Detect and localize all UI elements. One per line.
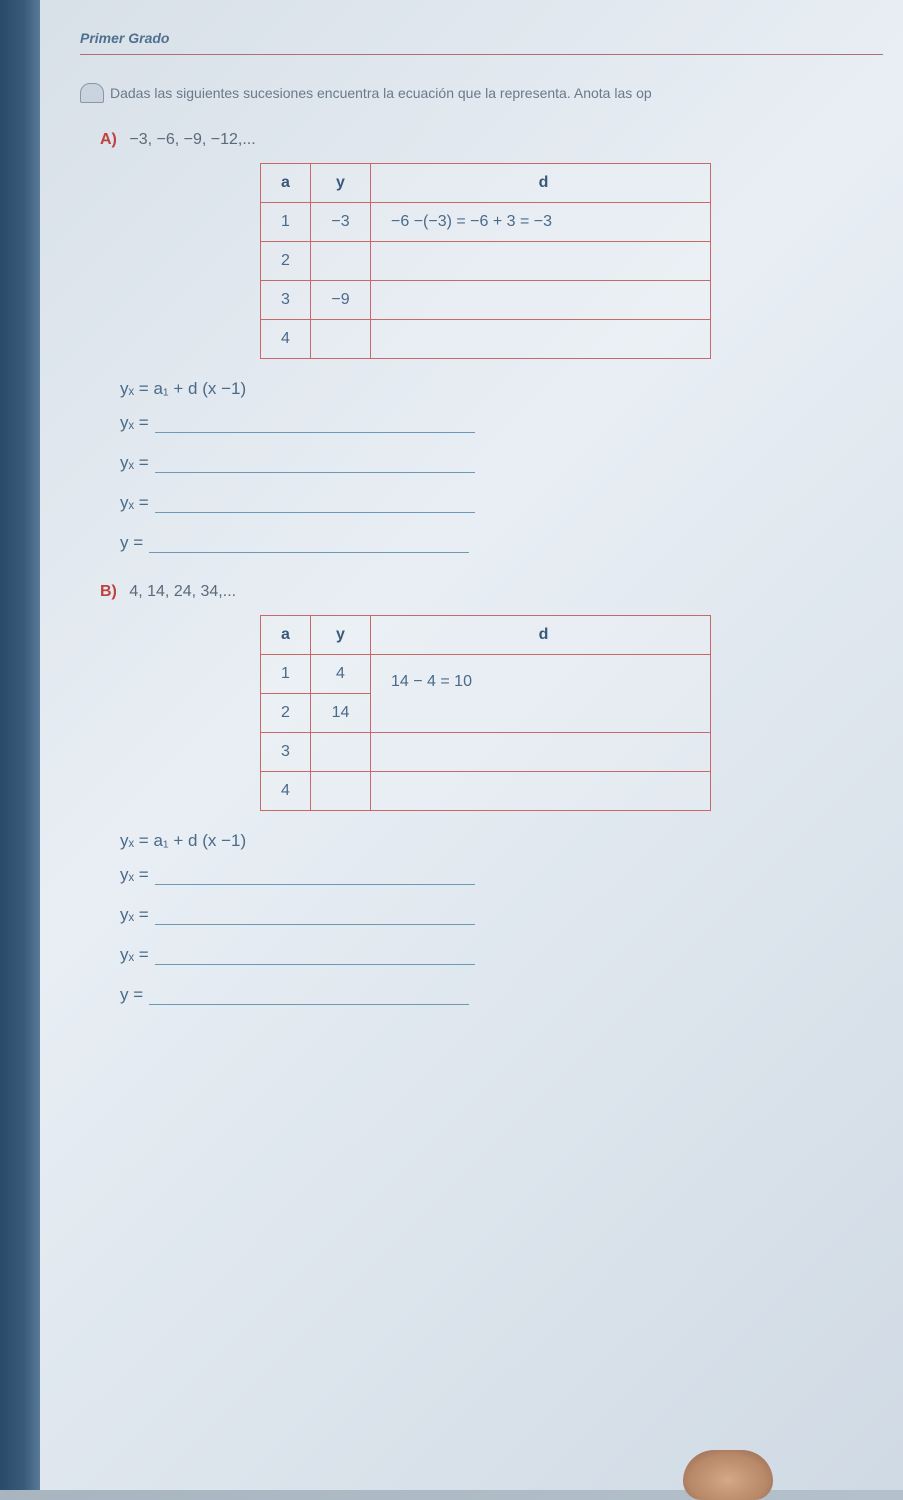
problem-b-sequence: 4, 14, 24, 34,...	[129, 583, 236, 600]
col-d-header: d	[371, 164, 711, 203]
problem-a-letter: A)	[100, 131, 117, 149]
eq-prefix: yₓ =	[120, 493, 155, 513]
eq-prefix: yₓ =	[120, 453, 155, 473]
cell-a: 2	[261, 242, 311, 281]
eq-line-a3: yₓ =	[120, 493, 883, 513]
problem-b-table-wrap: a y d 1 4 14 − 4 = 10 2 14 3	[260, 615, 883, 811]
instruction-text: Dadas las siguientes sucesiones encuentr…	[80, 85, 883, 101]
cell-a: 1	[261, 203, 311, 242]
eq-line-b3: yₓ =	[120, 945, 883, 965]
answer-blank[interactable]	[155, 865, 475, 885]
cell-d[interactable]	[371, 242, 711, 281]
eq-line-a4: y =	[120, 533, 883, 553]
cell-y[interactable]	[311, 772, 371, 811]
cell-y: 4	[311, 655, 371, 694]
problem-b: B) 4, 14, 24, 34,... a y d 1 4 14 − 4 = …	[80, 583, 883, 1005]
col-a-header: a	[261, 616, 311, 655]
answer-blank[interactable]	[155, 413, 475, 433]
eq-prefix: yₓ =	[120, 865, 155, 885]
problem-b-formula: yₓ = a₁ + d (x −1)	[120, 831, 883, 851]
problem-a-formula: yₓ = a₁ + d (x −1)	[120, 379, 883, 399]
eq-line-a2: yₓ =	[120, 453, 883, 473]
page-header: Primer Grado	[80, 30, 883, 55]
eq-line-b4: y =	[120, 985, 883, 1005]
col-a-header: a	[261, 164, 311, 203]
grade-label: Primer Grado	[80, 30, 169, 46]
answer-blank[interactable]	[155, 905, 475, 925]
cell-y: −3	[311, 203, 371, 242]
problem-a-header: A) −3, −6, −9, −12,...	[100, 131, 883, 149]
cell-a: 3	[261, 281, 311, 320]
answer-blank[interactable]	[155, 493, 475, 513]
problem-a: A) −3, −6, −9, −12,... a y d 1 −3 −6 −(−…	[80, 131, 883, 553]
col-y-header: y	[311, 616, 371, 655]
answer-blank[interactable]	[149, 985, 469, 1005]
table-row: 3	[261, 733, 711, 772]
cell-y[interactable]	[311, 733, 371, 772]
cell-a: 4	[261, 772, 311, 811]
table-row: 1 4 14 − 4 = 10	[261, 655, 711, 694]
table-row: 2	[261, 242, 711, 281]
eq-prefix: y =	[120, 985, 149, 1005]
col-y-header: y	[311, 164, 371, 203]
table-row: 1 −3 −6 −(−3) = −6 + 3 = −3	[261, 203, 711, 242]
table-header-row: a y d	[261, 616, 711, 655]
cell-d[interactable]	[371, 320, 711, 359]
cell-d: 14 − 4 = 10	[371, 655, 711, 733]
problem-b-header: B) 4, 14, 24, 34,...	[100, 583, 883, 601]
problem-a-table-wrap: a y d 1 −3 −6 −(−3) = −6 + 3 = −3 2 3 −9	[260, 163, 883, 359]
answer-blank[interactable]	[155, 945, 475, 965]
problem-b-table: a y d 1 4 14 − 4 = 10 2 14 3	[260, 615, 711, 811]
table-header-row: a y d	[261, 164, 711, 203]
cell-y: 14	[311, 694, 371, 733]
thumb-shadow	[683, 1450, 773, 1500]
eq-prefix: yₓ =	[120, 905, 155, 925]
cell-a: 3	[261, 733, 311, 772]
col-d-header: d	[371, 616, 711, 655]
problem-b-letter: B)	[100, 583, 117, 601]
cell-a: 4	[261, 320, 311, 359]
eq-line-b2: yₓ =	[120, 905, 883, 925]
cell-a: 1	[261, 655, 311, 694]
cell-d[interactable]	[371, 281, 711, 320]
answer-blank[interactable]	[149, 533, 469, 553]
worksheet-page: Primer Grado Dadas las siguientes sucesi…	[40, 0, 903, 1490]
cell-y: −9	[311, 281, 371, 320]
eq-prefix: y =	[120, 533, 149, 553]
cell-a: 2	[261, 694, 311, 733]
eq-line-a1: yₓ =	[120, 413, 883, 433]
eq-prefix: yₓ =	[120, 413, 155, 433]
table-row: 4	[261, 772, 711, 811]
problem-a-sequence: −3, −6, −9, −12,...	[129, 131, 255, 148]
cell-y[interactable]	[311, 242, 371, 281]
cell-y[interactable]	[311, 320, 371, 359]
cell-d: −6 −(−3) = −6 + 3 = −3	[371, 203, 711, 242]
cell-d[interactable]	[371, 733, 711, 772]
table-row: 3 −9	[261, 281, 711, 320]
answer-blank[interactable]	[155, 453, 475, 473]
eq-prefix: yₓ =	[120, 945, 155, 965]
cell-d[interactable]	[371, 772, 711, 811]
problem-a-table: a y d 1 −3 −6 −(−3) = −6 + 3 = −3 2 3 −9	[260, 163, 711, 359]
eq-line-b1: yₓ =	[120, 865, 883, 885]
table-row: 4	[261, 320, 711, 359]
book-spine	[0, 0, 40, 1490]
